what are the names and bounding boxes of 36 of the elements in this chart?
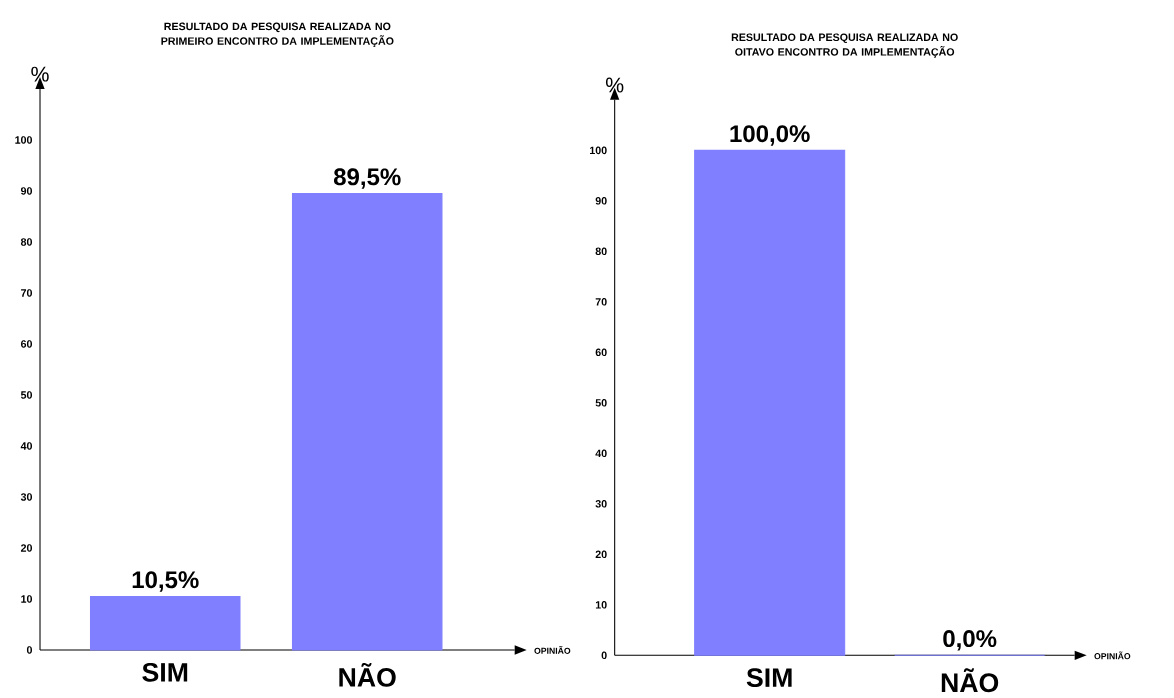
x-axis-title: OPINIÃO	[1094, 651, 1131, 660]
x-tick-label: SIM	[746, 668, 792, 688]
y-tick-label: 50	[20, 391, 33, 399]
y-tick-label: 0	[26, 646, 33, 654]
y-tick-label: 40	[595, 449, 607, 458]
data-label: 10,5%	[132, 571, 199, 592]
y-tick-label: 10	[21, 595, 33, 603]
y-tick-label: 0	[601, 651, 607, 660]
y-axis-title: %	[605, 77, 624, 93]
y-tick-label: 80	[595, 247, 607, 256]
y-tick-label: 90	[595, 197, 607, 205]
x-tick-label: NÃO	[941, 668, 999, 693]
y-tick-label: 20	[595, 550, 607, 559]
data-label: 100,0%	[730, 125, 810, 146]
data-label: 89,5%	[333, 168, 401, 189]
y-tick-label: 50	[595, 399, 607, 407]
y-tick-label: 100	[589, 146, 607, 155]
data-label: 0,0%	[943, 630, 997, 651]
chart-title: RESULTADO DA PESQUISA REALIZADA NO OITAVO ENCONTRO DA IMPLEMENTAÇÃO	[731, 33, 958, 58]
y-tick-label: 10	[595, 601, 607, 609]
y-tick-label: 20	[20, 544, 33, 552]
y-tick-label: 30	[20, 493, 33, 501]
y-tick-label: 30	[595, 500, 607, 508]
y-tick-label: 60	[595, 348, 607, 357]
y-tick-label: 80	[20, 238, 33, 246]
y-tick-label: 40	[20, 442, 33, 450]
chart-title: RESULTADO DA PESQUISA REALIZADA NO PRIMEIRO ENCONTRO DA IMPLEMENTAÇÃO	[161, 22, 394, 47]
x-axis-title: OPINIÃO	[534, 646, 571, 654]
y-tick-label: 60	[20, 340, 33, 348]
y-tick-label: 70	[595, 298, 607, 306]
y-axis-title: %	[31, 66, 49, 82]
y-tick-label: 90	[20, 187, 33, 195]
x-tick-label: NÃO	[339, 662, 396, 687]
x-tick-label: SIM	[142, 662, 188, 682]
y-tick-label: 100	[15, 136, 33, 144]
y-tick-label: 70	[21, 289, 33, 297]
